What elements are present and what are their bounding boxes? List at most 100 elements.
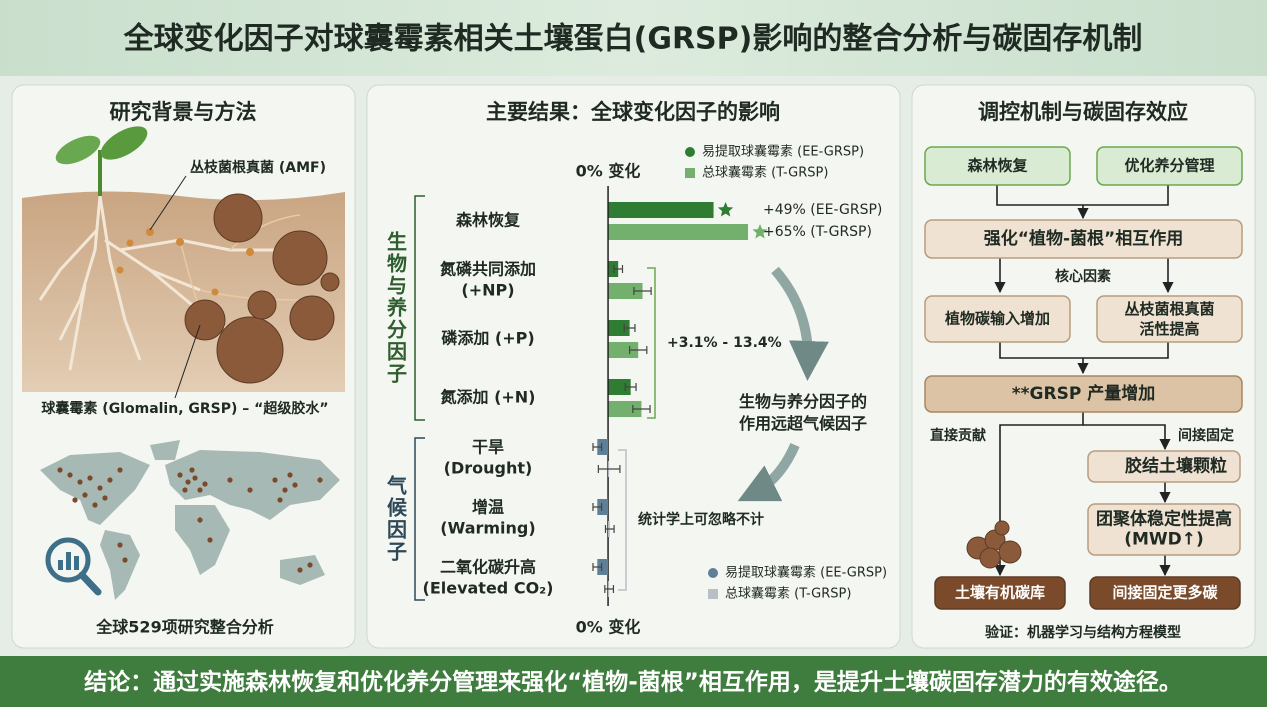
study-site bbox=[292, 482, 298, 488]
category-label: 增温(Warming) bbox=[440, 497, 535, 537]
flow-box bbox=[1096, 146, 1243, 186]
study-site bbox=[177, 472, 183, 478]
annotation-bracket bbox=[647, 267, 656, 419]
header: 全球变化因子对球囊霉素相关土壤蛋白(GRSP)影响的整合分析与碳固存机制 bbox=[0, 0, 1267, 76]
legend-marker bbox=[708, 589, 718, 599]
world-map bbox=[150, 440, 180, 460]
annotation: 统计学上可忽略不计 bbox=[638, 511, 764, 528]
flow-box bbox=[924, 295, 1071, 343]
leader-line bbox=[149, 175, 187, 231]
bar bbox=[597, 439, 609, 455]
bar bbox=[608, 342, 639, 358]
bar bbox=[597, 559, 609, 575]
plant bbox=[55, 135, 101, 165]
left-panel: 研究背景与方法 丛枝菌根真菌 (AMF) 球囊霉素 (Glomalin, GRS… bbox=[22, 100, 345, 637]
aggregate-icon bbox=[994, 520, 1010, 536]
study-site bbox=[107, 477, 113, 483]
spores bbox=[211, 288, 219, 296]
study-site bbox=[87, 475, 93, 481]
aggregates bbox=[184, 193, 340, 384]
study-site bbox=[92, 502, 98, 508]
star bbox=[752, 224, 768, 239]
flow-box-label: 森林恢复 bbox=[967, 157, 1028, 175]
study-site bbox=[117, 467, 123, 473]
panel-bg bbox=[366, 84, 901, 649]
roots bbox=[98, 195, 142, 361]
legend-label: 总球囊霉素 (T-GRSP) bbox=[702, 165, 828, 181]
flow-box-label: 丛枝菌根真菌活性提高 bbox=[1124, 300, 1214, 338]
study-site bbox=[57, 467, 63, 473]
flow-arrow bbox=[996, 185, 1169, 218]
legend-marker bbox=[708, 568, 718, 578]
error-bar bbox=[592, 443, 603, 451]
group-bracket bbox=[414, 437, 425, 601]
page-title: 全球变化因子对球囊霉素相关土壤蛋白(GRSP)影响的整合分析与碳固存机制 bbox=[123, 22, 1143, 57]
footer: 结论：通过实施森林恢复和优化养分管理来强化“植物-菌根”相互作用，是提升土壤碳固… bbox=[0, 656, 1267, 707]
hyphae bbox=[229, 214, 301, 251]
study-site bbox=[67, 472, 73, 478]
study-site bbox=[227, 477, 233, 483]
aggregate-icon bbox=[979, 547, 1001, 569]
aggregates bbox=[216, 316, 284, 384]
spores bbox=[126, 239, 134, 247]
bar bbox=[597, 499, 609, 515]
study-site bbox=[102, 495, 108, 501]
study-site bbox=[287, 472, 293, 478]
magnifier-icon bbox=[78, 571, 102, 596]
flow-box bbox=[1096, 295, 1243, 343]
legend-label: 易提取球囊霉素 (EE-GRSP) bbox=[702, 144, 864, 160]
error-bar bbox=[604, 585, 615, 593]
error-bar bbox=[592, 503, 603, 511]
conclusion: 结论：通过实施森林恢复和优化养分管理来强化“植物-菌根”相互作用，是提升土壤碳固… bbox=[84, 669, 1182, 696]
arrow bbox=[737, 442, 800, 502]
study-site bbox=[82, 492, 88, 498]
flow-arrow bbox=[999, 342, 1169, 373]
x-axis-label: 0% 变化 bbox=[576, 618, 641, 637]
core-label: 核心因素 bbox=[1055, 268, 1111, 285]
study-site bbox=[307, 562, 313, 568]
error-bar bbox=[604, 525, 615, 533]
flow-box bbox=[924, 375, 1243, 413]
arrow bbox=[771, 266, 829, 381]
roots bbox=[119, 238, 290, 252]
flow-box-label: 团聚体稳定性提高(MWD↑) bbox=[1096, 509, 1232, 550]
value-label: +65% (T-GRSP) bbox=[763, 224, 872, 240]
study-site bbox=[182, 487, 188, 493]
category-label: 森林恢复 bbox=[456, 211, 521, 230]
group-bracket bbox=[414, 195, 425, 421]
amf-label: 丛枝菌根真菌 (AMF) bbox=[190, 159, 326, 176]
flow-arrow bbox=[994, 412, 1084, 577]
spores bbox=[176, 238, 184, 246]
study-site bbox=[189, 467, 195, 473]
error-bar bbox=[592, 563, 603, 571]
study-site bbox=[117, 542, 123, 548]
error-bar bbox=[624, 383, 637, 391]
plant bbox=[55, 126, 148, 196]
error-bar bbox=[597, 465, 621, 473]
annotation-bracket bbox=[618, 449, 627, 591]
magnifier-icon bbox=[45, 537, 102, 596]
spores bbox=[146, 228, 154, 236]
spores bbox=[116, 266, 124, 274]
validation: 验证：机器学习与结构方程模型 bbox=[985, 624, 1181, 641]
study-site bbox=[297, 567, 303, 573]
error-bar bbox=[628, 346, 648, 354]
flow-box bbox=[924, 146, 1071, 186]
footer-bg bbox=[0, 656, 1267, 707]
aggregate-icon bbox=[966, 520, 1022, 569]
error-bar bbox=[623, 324, 636, 332]
study-site bbox=[72, 497, 78, 503]
world-map bbox=[40, 440, 340, 600]
header-bg bbox=[0, 0, 1267, 76]
plant bbox=[100, 126, 148, 160]
comparison-note: 生物与养分因子的作用远超气候因子 bbox=[739, 392, 867, 433]
bar bbox=[608, 261, 619, 277]
flow-box bbox=[1087, 503, 1241, 556]
world-map bbox=[165, 450, 340, 520]
flow-box-label: 胶结土壤颗粒 bbox=[1125, 456, 1227, 477]
flow-box-label: 间接固定更多碳 bbox=[1112, 584, 1218, 602]
value-label: +49% (EE-GRSP) bbox=[763, 202, 882, 218]
world-map bbox=[100, 530, 140, 600]
right-panel: 调控机制与碳固存效应 森林恢复 优化养分管理强化“植物-菌根”相互作用植物碳输入增… bbox=[924, 100, 1243, 641]
